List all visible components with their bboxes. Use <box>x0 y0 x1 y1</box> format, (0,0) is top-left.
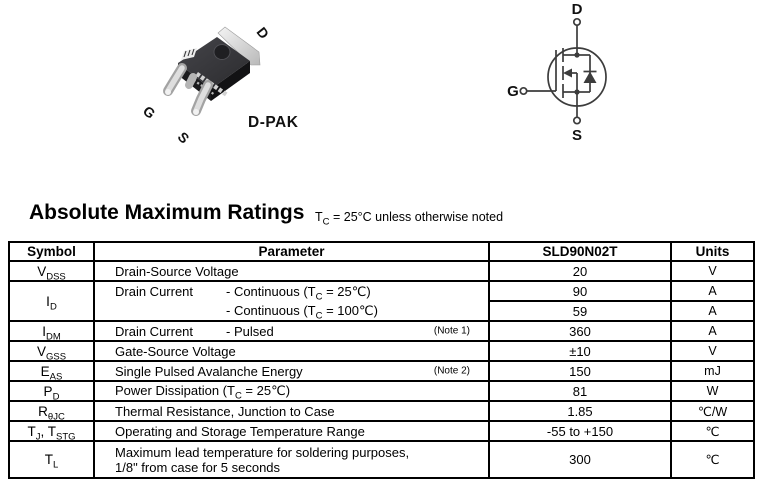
symbol-cell: EAS <box>8 360 95 382</box>
parameter-cell: Drain-Source Voltage <box>93 260 490 282</box>
package-source-label: S <box>175 129 193 147</box>
header-symbol: Symbol <box>8 241 95 262</box>
parameter-cell: Operating and Storage Temperature Range <box>93 420 490 442</box>
table-row-id-100c: 59 A <box>9 300 755 322</box>
section-condition: TC = 25°C unless otherwise noted <box>315 210 504 228</box>
drain-terminal <box>572 17 582 27</box>
table-header-row: Symbol Parameter SLD90N02T Units <box>8 241 755 262</box>
symbol-cell: VGSS <box>8 340 95 362</box>
parameter-cell: Drain Current - Pulsed (Note 1) <box>93 320 490 342</box>
package-leads <box>163 63 213 116</box>
package-logo-stripes <box>183 48 195 58</box>
source-terminal <box>572 116 582 125</box>
condition-text: = 25°C unless otherwise noted <box>329 210 504 224</box>
value-cell: 81 <box>488 380 672 402</box>
param-label: Drain Current <box>115 323 194 339</box>
parameter-cell: Thermal Resistance, Junction to Case <box>93 400 490 422</box>
table-row-rthjc: RθJC Thermal Resistance, Junction to Cas… <box>8 400 755 422</box>
table-row-tl: TL Maximum lead temperature for solderin… <box>8 440 755 479</box>
unit-cell: V <box>670 260 755 282</box>
symbol-cell: ID <box>8 280 95 322</box>
table-row-vgss: VGSS Gate-Source Voltage ±10 V <box>8 340 755 362</box>
unit-cell: mJ <box>670 360 755 382</box>
unit-cell: ℃/W <box>670 400 755 422</box>
gate-terminal <box>519 86 528 96</box>
body-arrow <box>563 68 572 78</box>
table-row-eas: EAS Single Pulsed Avalanche Energy (Note … <box>8 360 755 382</box>
symbol-cell: VDSS <box>8 260 95 282</box>
symbol-cell: TL <box>8 440 95 479</box>
section-title: Absolute Maximum Ratings <box>29 201 305 224</box>
parameter-cell: Power Dissipation (TC = 25℃) <box>93 380 490 402</box>
parameter-cell: Drain Current - Continuous (TC = 25℃) - C… <box>93 280 490 322</box>
param-condition: - Continuous (TC = 100℃) <box>226 303 378 321</box>
value-cell: 1.85 <box>488 400 672 422</box>
parameter-cell: Maximum lead temperature for soldering p… <box>93 440 490 479</box>
symbol-cell: RθJC <box>8 400 95 422</box>
unit-cell: W <box>670 380 755 402</box>
value-cell: 150 <box>488 360 672 382</box>
table-row-tjtstg: TJ, TSTG Operating and Storage Temperatu… <box>8 420 755 442</box>
param-condition: - Continuous (TC = 25℃) <box>226 284 371 303</box>
symbol-source-label: S <box>572 127 582 144</box>
symbol-cell: TJ, TSTG <box>8 420 95 442</box>
header-units: Units <box>670 241 755 262</box>
parameter-cell: Gate-Source Voltage <box>93 340 490 362</box>
package-gate-label: G <box>140 103 159 122</box>
symbol-drain-label: D <box>572 1 583 18</box>
value-cell: ±10 <box>488 340 672 362</box>
package-caption: D-PAK <box>248 114 299 131</box>
package-drain-label: D <box>254 24 273 42</box>
symbol-cell: PD <box>8 380 95 402</box>
header-parameter: Parameter <box>93 241 490 262</box>
param-label: Drain Current <box>115 284 194 299</box>
mosfet-symbol: D G S <box>507 1 607 144</box>
value-cell: 90 <box>488 280 672 302</box>
package-photo: D G S D-PAK <box>140 24 299 147</box>
unit-cell: V <box>670 340 755 362</box>
body-diode <box>583 71 597 83</box>
param-condition: - Pulsed <box>226 323 274 339</box>
value-cell: 300 <box>488 440 672 479</box>
mosfet-symbol-figure: D G S <box>470 0 690 152</box>
unit-cell: A <box>670 300 755 322</box>
header-part-number: SLD90N02T <box>488 241 672 262</box>
unit-cell: A <box>670 280 755 302</box>
table-row-id-25c: ID Drain Current - Continuous (TC = 25℃) … <box>8 280 755 322</box>
package-dimple <box>213 44 231 60</box>
symbol-cell: IDM <box>8 320 95 342</box>
note-ref: (Note 2) <box>433 365 470 377</box>
symbol-gate-label: G <box>507 83 519 100</box>
note-ref: (Note 1) <box>433 325 470 337</box>
unit-cell: A <box>670 320 755 342</box>
table-row-pd: PD Power Dissipation (TC = 25℃) 81 W <box>8 380 755 402</box>
unit-cell: ℃ <box>670 440 755 479</box>
table-row-vdss: VDSS Drain-Source Voltage 20 V <box>8 260 755 282</box>
parameter-cell: Single Pulsed Avalanche Energy (Note 2) <box>93 360 490 382</box>
value-cell: 360 <box>488 320 672 342</box>
value-cell: 20 <box>488 260 672 282</box>
package-figure: D G S D-PAK <box>118 6 300 156</box>
ratings-table: Symbol Parameter SLD90N02T Units VDSS Dr… <box>8 241 755 479</box>
condition-symbol: T <box>315 210 323 224</box>
value-cell: -55 to +150 <box>488 420 672 442</box>
value-cell: 59 <box>488 300 672 322</box>
table-row-idm: IDM Drain Current - Pulsed (Note 1) 360 A <box>8 320 755 342</box>
unit-cell: ℃ <box>670 420 755 442</box>
